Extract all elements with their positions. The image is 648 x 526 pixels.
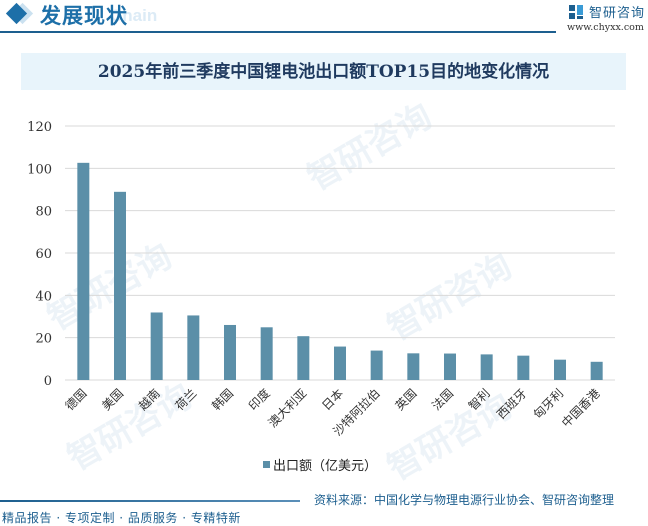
bar xyxy=(260,327,273,380)
x-tick-label: 智利 xyxy=(465,386,493,414)
legend-swatch xyxy=(263,461,270,468)
x-tick-label: 韩国 xyxy=(209,386,237,414)
header-divider xyxy=(0,31,556,33)
page-header: Chain 发展现状 智研咨询 www.chyxx.com xyxy=(0,0,648,36)
bar xyxy=(407,353,420,380)
x-tick-label: 荷兰 xyxy=(173,386,200,413)
bar xyxy=(77,162,90,380)
bar xyxy=(187,315,200,380)
bar xyxy=(224,324,236,380)
x-tick-label: 德国 xyxy=(62,386,90,414)
x-tick-label: 英国 xyxy=(393,386,420,413)
bar xyxy=(370,350,383,380)
logo-text: 智研咨询 xyxy=(589,6,646,21)
bar xyxy=(114,191,126,380)
y-tick-label: 60 xyxy=(35,247,52,262)
x-tick-label: 印度 xyxy=(245,386,273,414)
x-tick-label: 美国 xyxy=(99,386,126,413)
x-tick-label: 西班牙 xyxy=(494,386,529,421)
y-tick-label: 0 xyxy=(44,374,52,389)
y-tick-label: 120 xyxy=(27,120,52,135)
bar xyxy=(444,353,456,380)
footer-divider xyxy=(0,500,300,502)
logo-icon xyxy=(569,4,583,19)
section-title: 发展现状 xyxy=(40,3,128,28)
brand-logo: 智研咨询 xyxy=(569,2,645,21)
data-source: 资料来源：中国化学与物理电源行业协会、智研咨询整理 xyxy=(314,493,615,507)
bar xyxy=(517,355,530,380)
y-tick-label: 80 xyxy=(35,205,52,220)
bar xyxy=(334,346,346,380)
bar xyxy=(480,354,493,380)
bar xyxy=(590,361,603,380)
bar xyxy=(297,336,310,380)
x-tick-label: 中国香港 xyxy=(558,386,603,431)
y-tick-label: 40 xyxy=(35,289,52,304)
legend-label: 出口额（亿美元） xyxy=(273,459,377,474)
y-tick-label: 20 xyxy=(35,332,52,347)
y-tick-label: 100 xyxy=(27,162,52,177)
section-ghost-text: Chain xyxy=(110,6,158,25)
website-url: www.chyxx.com xyxy=(567,22,644,33)
x-tick-label: 日本 xyxy=(319,386,346,413)
chart-title-box: 2025年前三季度中国锂电池出口额TOP15目的地变化情况 xyxy=(21,53,626,90)
x-tick-label: 法国 xyxy=(429,386,456,413)
x-tick-label: 越南 xyxy=(135,386,163,414)
x-tick-label: 澳大利亚 xyxy=(266,386,310,430)
footer-tagline: 精品报告 · 专项定制 · 品质服务 · 专精特新 xyxy=(2,511,241,525)
x-tick-label: 匈牙利 xyxy=(531,386,566,421)
bar xyxy=(554,359,566,380)
chart-title: 2025年前三季度中国锂电池出口额TOP15目的地变化情况 xyxy=(97,62,550,82)
bar xyxy=(150,312,163,380)
